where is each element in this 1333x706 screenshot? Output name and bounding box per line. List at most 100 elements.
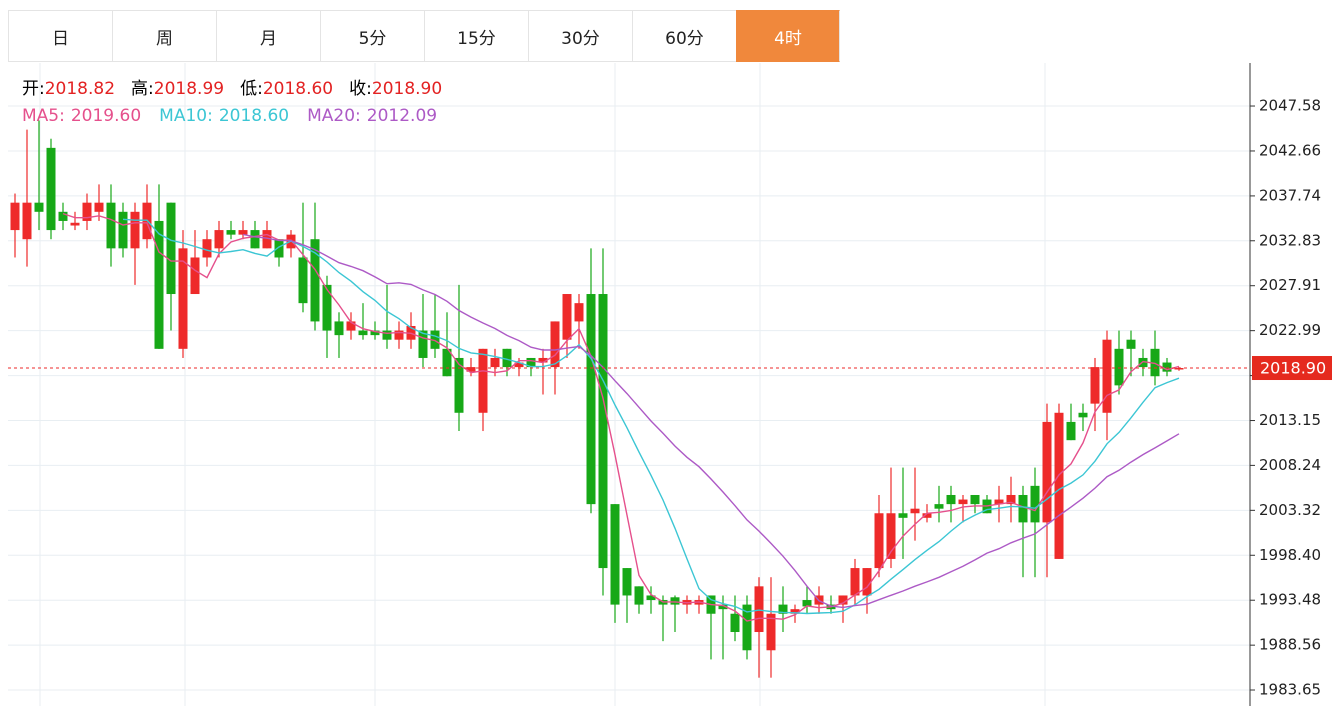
ohlc-value: 2018.60: [262, 79, 334, 99]
candle-body: [262, 230, 272, 249]
candle-body: [946, 494, 956, 505]
candle-body: [298, 257, 308, 304]
tab[interactable]: 30分: [528, 10, 632, 62]
candle-body: [514, 362, 524, 368]
candle-body: [274, 239, 284, 258]
candle-body: [166, 202, 176, 295]
last-price-box: [1252, 356, 1332, 381]
candle-body: [670, 597, 680, 605]
candle-body: [394, 330, 404, 340]
tab[interactable]: 5分: [320, 10, 424, 62]
candle-body: [754, 586, 764, 633]
candle-body: [958, 499, 968, 505]
candle-body: [886, 513, 896, 559]
candle-body: [466, 367, 476, 372]
candle-body: [646, 595, 656, 601]
last-price-label: 2018.90: [1260, 359, 1326, 378]
y-tick-label: 2042.66: [1259, 141, 1321, 159]
candle-body: [346, 321, 356, 331]
candle-body: [874, 513, 884, 569]
tab[interactable]: 周: [112, 10, 216, 62]
candle-body: [970, 494, 980, 505]
candle-body: [430, 330, 440, 349]
candle-body: [1150, 348, 1160, 377]
candle-body: [250, 230, 260, 249]
candle-body: [1126, 339, 1136, 349]
candle-body: [742, 604, 752, 651]
ma-label: MA5:: [22, 106, 65, 126]
candle-body: [382, 330, 392, 340]
candle-body: [178, 248, 188, 349]
candle-body: [1042, 421, 1052, 523]
candle-body: [490, 357, 500, 368]
ma-line-legend: MA5: 2019.60 MA10: 2018.60 MA20: 2012.09: [22, 103, 458, 130]
y-tick-label: 2047.58: [1259, 97, 1321, 115]
candle-body: [190, 257, 200, 295]
candle-body: [778, 604, 788, 614]
y-tick-label: 2037.74: [1259, 186, 1321, 204]
ohlc-label: 收:: [349, 79, 372, 99]
y-tick-label: 2013.15: [1259, 411, 1321, 429]
candle-body: [550, 321, 560, 368]
candle-body: [622, 568, 632, 596]
candle-body: [94, 202, 104, 212]
candle-body: [898, 513, 908, 518]
candle-body: [1174, 368, 1184, 370]
tab[interactable]: 月: [216, 10, 320, 62]
tab[interactable]: 15分: [424, 10, 528, 62]
tab[interactable]: 4时: [736, 10, 840, 62]
candle-body: [130, 211, 140, 249]
candle-body: [10, 202, 20, 231]
ma-value: 2012.09: [366, 106, 438, 126]
ohlc-label: 高:: [131, 79, 154, 99]
candle-body: [70, 222, 80, 226]
candle-body: [934, 504, 944, 509]
candle-body: [838, 595, 848, 605]
candle-body: [862, 568, 872, 596]
candle-body: [454, 357, 464, 413]
candle-body: [1018, 494, 1028, 523]
candle-body: [82, 202, 92, 221]
candle-body: [358, 330, 368, 336]
candle-body: [1054, 412, 1064, 559]
candle-body: [106, 202, 116, 249]
candle-body: [586, 294, 596, 505]
tab[interactable]: 日: [8, 10, 112, 62]
y-tick-label: 1988.56: [1259, 636, 1321, 654]
ma-line: [62, 212, 1180, 622]
candle-body: [910, 508, 920, 514]
candle-body: [478, 348, 488, 413]
candle-body: [634, 586, 644, 605]
candle-body: [1030, 485, 1040, 523]
candle-body: [610, 504, 620, 605]
ma-value: 2018.60: [218, 106, 290, 126]
candle-body: [370, 330, 380, 336]
y-tick-label: 2003.32: [1259, 501, 1321, 519]
ohlc-value: 2018.99: [153, 79, 225, 99]
candle-body: [1114, 348, 1124, 386]
candle-body: [538, 357, 548, 363]
candle-body: [154, 220, 164, 349]
candle-body: [1066, 421, 1076, 441]
candle-body: [718, 604, 728, 610]
candle-body: [310, 239, 320, 322]
candle-body: [526, 357, 536, 368]
candle-body: [46, 147, 56, 231]
y-tick-label: 2022.99: [1259, 321, 1321, 339]
candle-body: [34, 202, 44, 212]
candle-body: [214, 230, 224, 249]
candle-body: [226, 230, 236, 235]
tab[interactable]: 60分: [632, 10, 736, 62]
candle-body: [58, 211, 68, 221]
y-tick-label: 2008.24: [1259, 456, 1321, 474]
candle-body: [118, 211, 128, 249]
period-tabs: 日周月 5分 15分 30分 60分 4时: [8, 10, 840, 62]
candle-body: [574, 303, 584, 322]
ma-label: MA20:: [307, 106, 361, 126]
ma-label: MA10:: [159, 106, 213, 126]
ohlc-label: 开:: [22, 79, 45, 99]
candle-body: [766, 613, 776, 651]
y-tick-label: 1983.65: [1259, 681, 1321, 699]
